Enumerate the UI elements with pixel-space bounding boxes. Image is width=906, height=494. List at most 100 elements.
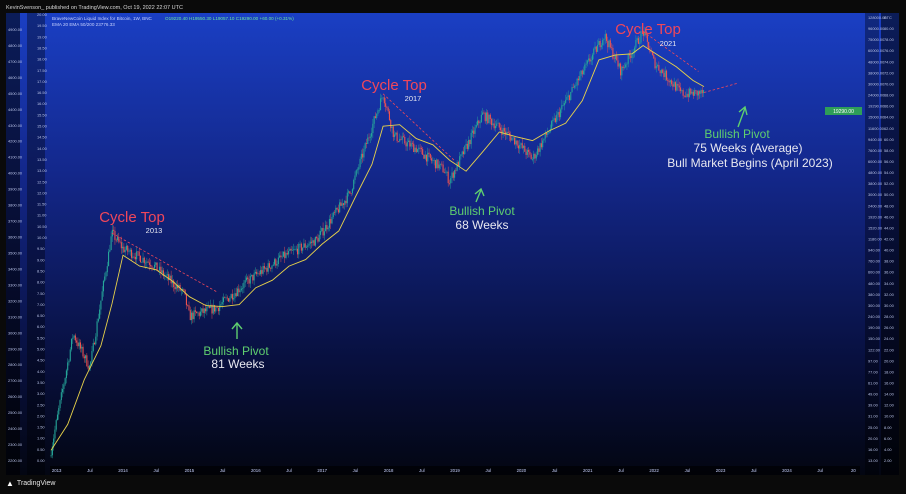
right-price-axis-2[interactable]: BTC 80.00 78.00 76.00 74.00 72.00 70.00 68.00 66… xyxy=(884,15,895,463)
footer[interactable]: ▲ TradingView xyxy=(6,477,55,491)
candle-body xyxy=(436,159,438,169)
candle-body xyxy=(570,91,572,101)
right-axis2-tick-label: 38.00 xyxy=(884,259,895,264)
right-axis-tick-label: 9400.00 xyxy=(868,137,883,142)
candle-body xyxy=(62,389,64,393)
right-axis-tick-label: 60000.00 xyxy=(868,48,885,53)
candle-body xyxy=(671,80,673,85)
candle-body xyxy=(457,162,459,167)
candles xyxy=(50,26,705,459)
right-axis2-tick-label: 16.00 xyxy=(884,380,895,385)
left-axis2-tick-label: 12.50 xyxy=(37,179,48,184)
right-axis-tick-label: 480.00 xyxy=(868,281,881,286)
candle-body xyxy=(72,337,74,339)
right-axis2-tick-label: 80.00 xyxy=(884,26,895,31)
right-axis2-tick-label: 56.00 xyxy=(884,159,895,164)
candle-body xyxy=(296,248,299,255)
candle-body xyxy=(496,123,498,126)
right-axis2-tick-label: 44.00 xyxy=(884,225,895,230)
candle-body xyxy=(342,203,345,205)
candle-body xyxy=(74,335,76,341)
left-axis2-tick-label: 8.00 xyxy=(37,280,45,285)
candle-body xyxy=(579,76,581,81)
candle-body xyxy=(113,229,115,231)
right-axis-tick-label: 3800.00 xyxy=(868,181,883,186)
candle-body xyxy=(510,135,512,141)
candle-body xyxy=(505,131,507,135)
right-axis-tick-label: 1520.00 xyxy=(868,225,883,230)
candle-body xyxy=(443,172,445,173)
time-axis-tick-label: 2017 xyxy=(317,468,327,473)
candle-body xyxy=(174,287,176,290)
candle-body xyxy=(216,307,218,308)
publish-info: KevinSvenson_ published on TradingView.c… xyxy=(6,5,183,11)
candle-body xyxy=(508,132,511,136)
left-axis2-tick-label: 0.00 xyxy=(37,458,45,463)
candle-body xyxy=(562,105,564,106)
candle-body xyxy=(609,40,611,48)
right-axis-tick-label: 7600.00 xyxy=(868,148,883,153)
candle-body xyxy=(603,38,605,41)
time-axis[interactable]: 2013 Jul 2014 Jul 2015 Jul 2016 Jul 2017 Jul 2018 J… xyxy=(52,468,857,473)
candle-body xyxy=(544,132,546,139)
time-axis-tick-label: Jul xyxy=(286,468,292,473)
right-price-axis[interactable]: 128000.00 96000.00 75000.00 60000.00 48000.0… xyxy=(868,15,887,463)
candle-body xyxy=(547,133,549,135)
candle-body xyxy=(385,103,387,107)
candle-body xyxy=(503,128,505,132)
candle-body xyxy=(427,152,429,162)
candle-body xyxy=(437,159,439,169)
candle-body xyxy=(413,143,415,153)
right-axis-tick-label: 96000.00 xyxy=(868,26,885,31)
candle-body xyxy=(335,207,337,213)
candle-body xyxy=(253,273,255,281)
right-axis-tick-label: 97.00 xyxy=(868,358,879,363)
left-axis-tick-label: 3000.00 xyxy=(8,330,23,335)
candle-body xyxy=(644,31,646,36)
candle-body xyxy=(261,270,263,274)
time-axis-tick-label: 2023 xyxy=(716,468,726,473)
left-price-axis[interactable]: 4900.00 4800.00 4700.00 4600.00 4500.00 4400.… xyxy=(8,27,23,463)
candle-body xyxy=(567,95,569,97)
candle-body xyxy=(468,139,470,149)
time-axis-tick-label: Jul xyxy=(87,468,93,473)
right-axis2-tick-label: 68.00 xyxy=(884,93,895,98)
candle-body xyxy=(414,147,416,153)
time-axis-tick-label: Jul xyxy=(220,468,226,473)
right-axis-tick-label: 128000.00 xyxy=(868,15,887,20)
candle-body xyxy=(325,225,327,232)
candle-body xyxy=(580,70,582,77)
candle-body xyxy=(238,288,240,293)
right-axis-tick-label: 240.00 xyxy=(868,314,881,319)
candle-body xyxy=(493,123,495,129)
candle-body xyxy=(243,282,245,289)
right-axis2-tick-label: 72.00 xyxy=(884,70,895,75)
candle-body xyxy=(145,262,147,264)
right-axis2-tick-label: 26.00 xyxy=(884,325,895,330)
candle-body xyxy=(516,140,518,146)
candle-body xyxy=(137,251,139,253)
candle-body xyxy=(291,250,293,251)
left-axis2-tick-label: 16.50 xyxy=(37,90,48,95)
candle-body xyxy=(350,193,352,194)
left-axis2-tick-label: 8.50 xyxy=(37,268,45,273)
candle-body xyxy=(364,143,366,149)
ema-line xyxy=(50,44,705,451)
candle-body xyxy=(271,265,273,269)
candle-body xyxy=(328,219,330,228)
time-axis-tick-label: Jul xyxy=(353,468,359,473)
left-axis2-bg xyxy=(27,13,45,475)
candle-body xyxy=(309,241,311,244)
candle-body xyxy=(87,366,89,369)
candle-body xyxy=(479,122,481,124)
left-price-axis-2[interactable]: 20.00 19.50 19.00 18.50 18.00 17.50 17.00 16.50… xyxy=(37,12,48,463)
cycle-top-2013-label: Cycle Top xyxy=(99,209,165,226)
right-axis-tick-label: 380.00 xyxy=(868,292,881,297)
right-axis2-tick-label: 62.00 xyxy=(884,126,895,131)
candle-body xyxy=(502,128,504,135)
candle-body xyxy=(58,408,60,415)
left-axis2-tick-label: 19.50 xyxy=(37,23,48,28)
time-axis-tick-label: Jul xyxy=(552,468,558,473)
candle-body xyxy=(658,65,660,71)
